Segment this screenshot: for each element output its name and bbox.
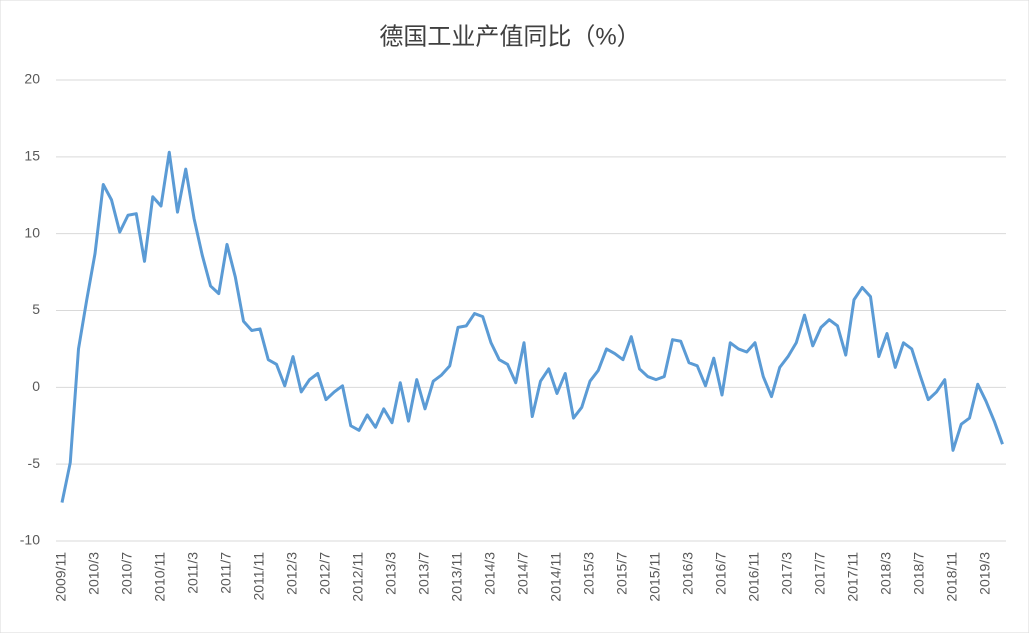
y-tick-label: 0 [32, 378, 40, 394]
x-tick-label: 2013/3 [383, 552, 399, 595]
x-tick-label: 2012/3 [284, 552, 300, 595]
x-tick-label: 2011/7 [218, 552, 234, 594]
x-tick-label: 2017/7 [812, 552, 828, 595]
x-tick-label: 2015/7 [614, 552, 630, 595]
y-tick-label: 20 [24, 71, 40, 87]
y-tick-label: 10 [24, 224, 40, 240]
x-tick-label: 2016/7 [713, 552, 729, 595]
x-tick-label: 2010/7 [119, 552, 135, 595]
x-tick-label: 2018/7 [911, 552, 927, 595]
x-tick-label: 2017/11 [845, 552, 861, 602]
x-tick-label: 2011/3 [185, 552, 201, 594]
y-tick-label: -5 [28, 455, 41, 471]
x-tick-label: 2010/3 [86, 552, 102, 595]
x-tick-label: 2014/3 [482, 552, 498, 595]
x-tick-label: 2015/11 [647, 552, 663, 602]
chart-title: 德国工业产值同比（%） [379, 23, 640, 50]
x-tick-label: 2014/11 [548, 552, 564, 602]
x-tick-label: 2018/11 [944, 552, 960, 602]
x-tick-label: 2013/7 [416, 552, 432, 595]
x-tick-label: 2012/7 [317, 552, 333, 595]
x-tick-label: 2018/3 [878, 552, 894, 595]
x-tick-label: 2017/3 [779, 552, 795, 595]
x-tick-label: 2009/11 [53, 552, 69, 602]
y-tick-label: 5 [32, 301, 40, 317]
x-tick-label: 2016/3 [680, 552, 696, 595]
x-tick-label: 2016/11 [746, 552, 762, 602]
y-tick-label: 15 [24, 148, 40, 164]
x-tick-label: 2012/11 [350, 552, 366, 602]
x-tick-label: 2011/11 [251, 552, 267, 601]
x-tick-label: 2010/11 [152, 552, 168, 602]
data-line [60, 150, 1004, 503]
x-tick-label: 2019/3 [977, 552, 993, 595]
x-tick-label: 2015/3 [581, 552, 597, 595]
x-tick-label: 2013/11 [449, 552, 465, 602]
y-tick-label: -10 [20, 532, 40, 548]
x-tick-label: 2014/7 [515, 552, 531, 595]
